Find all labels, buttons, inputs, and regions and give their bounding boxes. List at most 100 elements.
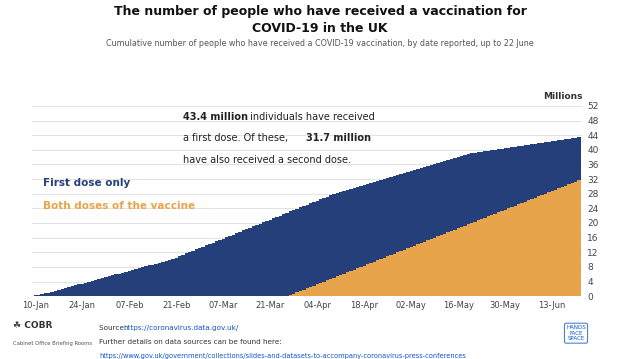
Bar (493, 150, 497, 296)
Bar (561, 187, 564, 296)
Text: First dose only: First dose only (43, 178, 131, 188)
Bar (413, 170, 416, 296)
Bar (510, 207, 514, 296)
Bar (372, 182, 376, 296)
Bar (255, 225, 259, 296)
Bar (356, 268, 359, 296)
Bar (168, 260, 172, 296)
Bar (54, 291, 57, 296)
Bar (433, 164, 436, 296)
Bar (426, 240, 429, 296)
Bar (554, 141, 557, 296)
Bar (534, 197, 537, 296)
Bar (429, 239, 433, 296)
Bar (349, 271, 353, 296)
Bar (67, 287, 70, 296)
Bar (463, 155, 467, 296)
Bar (540, 143, 544, 296)
Bar (47, 293, 51, 296)
Bar (376, 181, 380, 296)
Bar (399, 174, 403, 296)
Bar (380, 259, 383, 296)
Bar (245, 229, 248, 296)
Bar (520, 146, 524, 296)
Bar (289, 211, 292, 296)
Bar (70, 286, 74, 296)
Bar (299, 291, 302, 296)
Bar (423, 242, 426, 296)
Bar (359, 267, 363, 296)
Bar (493, 214, 497, 296)
Bar (278, 215, 282, 296)
Bar (151, 265, 154, 296)
Bar (436, 163, 440, 296)
Bar (554, 190, 557, 296)
Bar (127, 271, 131, 296)
Bar (346, 190, 349, 296)
Bar (51, 292, 54, 296)
Bar (413, 246, 416, 296)
Bar (363, 185, 366, 296)
Bar (406, 248, 410, 296)
Bar (312, 285, 316, 296)
Bar (574, 138, 577, 296)
Bar (145, 266, 148, 296)
Bar (305, 288, 309, 296)
Bar (393, 176, 396, 296)
Bar (474, 153, 477, 296)
Bar (433, 238, 436, 296)
Text: https://coronavirus.data.gov.uk/: https://coronavirus.data.gov.uk/ (124, 325, 239, 331)
Bar (524, 201, 527, 296)
Bar (299, 208, 302, 296)
Bar (108, 276, 111, 296)
Bar (389, 177, 393, 296)
Bar (181, 255, 185, 296)
Bar (202, 247, 205, 296)
Bar (61, 289, 64, 296)
Bar (520, 203, 524, 296)
Bar (517, 204, 520, 296)
Text: ☘ COBR: ☘ COBR (13, 321, 52, 330)
Bar (64, 288, 67, 296)
Bar (564, 139, 567, 296)
Bar (285, 213, 289, 296)
Bar (463, 225, 467, 296)
Bar (467, 224, 470, 296)
Bar (296, 292, 299, 296)
Bar (185, 253, 188, 296)
Bar (423, 167, 426, 296)
Bar (218, 240, 221, 296)
Bar (531, 199, 534, 296)
Bar (383, 179, 386, 296)
Bar (309, 287, 312, 296)
Bar (456, 228, 460, 296)
Bar (342, 191, 346, 296)
Bar (447, 160, 450, 296)
Bar (429, 165, 433, 296)
Bar (88, 282, 91, 296)
Bar (332, 278, 336, 296)
Bar (507, 148, 510, 296)
Bar (282, 214, 285, 296)
Bar (477, 220, 480, 296)
Text: Cabinet Office Briefing Rooms: Cabinet Office Briefing Rooms (13, 341, 92, 346)
Text: a first dose. Of these,: a first dose. Of these, (184, 134, 292, 144)
Bar (393, 253, 396, 296)
Bar (483, 151, 487, 296)
Bar (544, 194, 547, 296)
Bar (460, 156, 463, 296)
Bar (235, 233, 239, 296)
Text: https://www.gov.uk/government/collections/slides-and-datasets-to-accompany-coron: https://www.gov.uk/government/collection… (99, 353, 466, 359)
Bar (490, 215, 493, 296)
Bar (259, 224, 262, 296)
Bar (561, 140, 564, 296)
Bar (399, 251, 403, 296)
Bar (440, 162, 443, 296)
Bar (366, 264, 369, 296)
Bar (302, 206, 305, 296)
Bar (342, 274, 346, 296)
Bar (524, 145, 527, 296)
Bar (138, 268, 141, 296)
Bar (443, 161, 447, 296)
Bar (215, 241, 218, 296)
